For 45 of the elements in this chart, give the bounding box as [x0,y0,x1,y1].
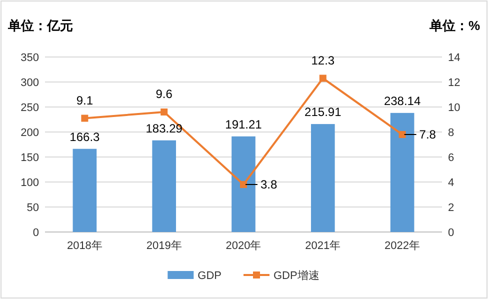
data-label: 7.8 [419,128,436,142]
bar [232,136,256,232]
point [240,181,247,188]
legend-label: GDP增速 [274,269,320,282]
data-label: 215.91 [304,105,342,120]
bar [72,148,97,232]
y-tick-label: 50 [26,202,39,214]
y2-tick-label: 6 [448,152,454,164]
y-axis-title: 单位：亿元 [7,18,73,33]
data-label: 166.3 [70,130,100,144]
y-tick-label: 150 [20,152,39,164]
y2-tick-label: 8 [448,127,454,139]
data-label: 183.29 [146,121,183,136]
data-label: 9.1 [76,93,94,108]
x-tick-label: 2021年 [305,240,341,252]
y-tick-label: 250 [20,102,39,114]
y-tick-label: 350 [20,52,39,64]
y-tick-label: 200 [20,127,39,139]
bar [390,112,414,232]
y2-tick-label: 2 [448,202,454,214]
y-tick-label: 0 [32,227,39,239]
data-label: 238.14 [384,94,421,108]
y-tick-label: 100 [20,177,39,189]
y2-tick-label: 14 [448,52,460,64]
y-tick-label: 300 [20,77,39,89]
y2-tick-label: 4 [448,177,454,189]
point [398,131,406,138]
x-tick-label: 2022年 [384,240,420,252]
data-label: 12.3 [311,53,335,68]
legend-label: GDP [198,270,222,282]
data-label: 9.6 [156,87,173,101]
y2-tick-label: 12 [448,77,460,89]
y2-tick-label: 10 [448,102,460,114]
y2-axis-title: 单位：% [428,18,480,33]
point [160,108,168,116]
y2-tick-label: 0 [448,227,454,239]
bar [152,140,176,232]
data-label: 3.8 [260,178,278,192]
bar [310,124,335,232]
x-tick-label: 2019年 [146,240,182,252]
x-tick-label: 2020年 [226,240,262,252]
x-tick-label: 2018年 [66,240,102,252]
point [319,74,326,82]
point [81,114,88,122]
data-label: 191.21 [225,117,262,132]
